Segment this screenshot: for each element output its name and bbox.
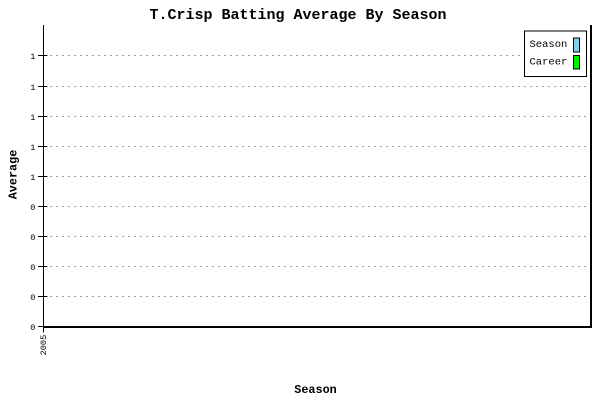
svg-text:1: 1 <box>30 143 35 153</box>
svg-text:T.Crisp Batting Average By Sea: T.Crisp Batting Average By Season <box>149 7 446 24</box>
svg-text:1: 1 <box>30 52 35 62</box>
svg-text:1: 1 <box>30 83 35 93</box>
svg-text:0: 0 <box>30 323 35 333</box>
svg-text:0: 0 <box>30 233 35 243</box>
svg-text:1: 1 <box>30 113 35 123</box>
svg-text:2005: 2005 <box>39 335 49 356</box>
svg-text:Average: Average <box>6 150 20 200</box>
svg-text:0: 0 <box>30 203 35 213</box>
svg-text:Career: Career <box>530 57 568 69</box>
svg-text:Season: Season <box>294 383 336 397</box>
svg-text:Season: Season <box>530 39 568 51</box>
svg-text:0: 0 <box>30 263 35 273</box>
svg-text:1: 1 <box>30 173 35 183</box>
svg-text:0: 0 <box>30 293 35 303</box>
